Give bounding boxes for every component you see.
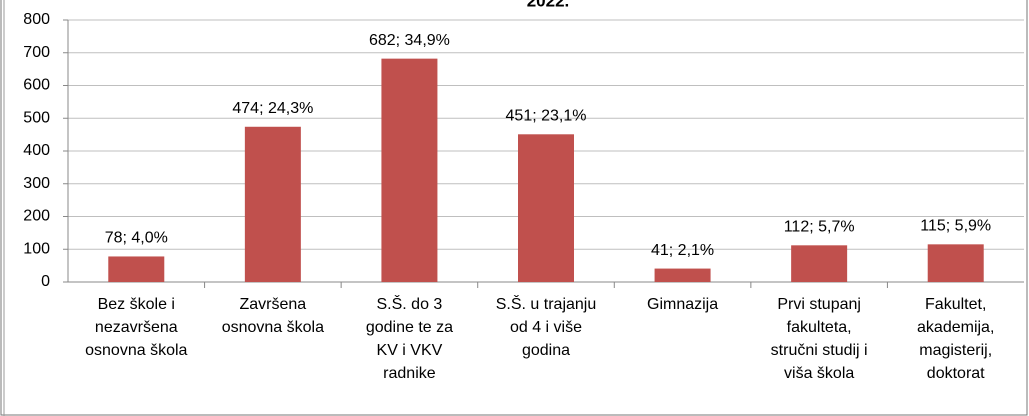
x-tick-label: Završena	[240, 296, 307, 313]
data-label: 112; 5,7%	[784, 219, 855, 236]
x-tick-label: Gimnazija	[647, 296, 718, 313]
y-tick-label: 100	[23, 240, 50, 257]
bar	[381, 58, 438, 282]
x-tick-label: KV i VKV	[377, 342, 443, 359]
x-tick-label: nezavršena	[95, 319, 178, 336]
y-tick-label: 300	[23, 175, 50, 192]
y-tick-label: 400	[23, 142, 50, 159]
y-tick-label: 500	[23, 109, 50, 126]
x-tick-label: godine te za	[366, 319, 453, 336]
x-tick-label: S.Š. do 3	[377, 294, 443, 313]
x-tick-label: viša škola	[784, 365, 854, 382]
x-tick-label: Bez škole i	[98, 296, 175, 313]
x-tick-label: osnovna škola	[85, 342, 187, 359]
y-tick-label: 0	[41, 273, 50, 290]
y-tick-label: 600	[23, 77, 50, 94]
data-label: 451; 23,1%	[506, 108, 587, 125]
data-label: 41; 2,1%	[651, 242, 714, 259]
y-tick-label: 700	[23, 44, 50, 61]
bar	[244, 126, 301, 282]
chart-title: 2022.	[527, 0, 570, 10]
x-tick-label: doktorat	[927, 365, 985, 382]
x-tick-label: fakulteta,	[787, 319, 852, 336]
y-tick-label: 800	[23, 11, 50, 28]
data-label: 78; 4,0%	[105, 230, 168, 247]
data-label: 115; 5,9%	[920, 218, 991, 235]
x-tick-label: od 4 i više	[510, 319, 582, 336]
x-tick-label: akademija,	[917, 319, 994, 336]
x-tick-label: godina	[522, 342, 570, 359]
bar	[791, 245, 848, 282]
bar	[518, 134, 574, 282]
data-label: 474; 24,3%	[232, 100, 313, 117]
x-tick-label: S.Š. u trajanju	[496, 294, 597, 313]
bar	[108, 256, 165, 282]
x-tick-label: osnovna škola	[222, 319, 324, 336]
x-tick-label: Fakultet,	[925, 296, 986, 313]
bar	[927, 244, 984, 282]
bar	[654, 268, 711, 282]
x-tick-label: magisterij,	[919, 342, 992, 359]
x-tick-label: radnike	[383, 365, 436, 382]
data-label: 682; 34,9%	[369, 32, 450, 49]
x-tick-label: Prvi stupanj	[777, 296, 861, 313]
y-tick-label: 200	[23, 208, 50, 225]
x-tick-label: stručni studij i	[771, 342, 868, 359]
